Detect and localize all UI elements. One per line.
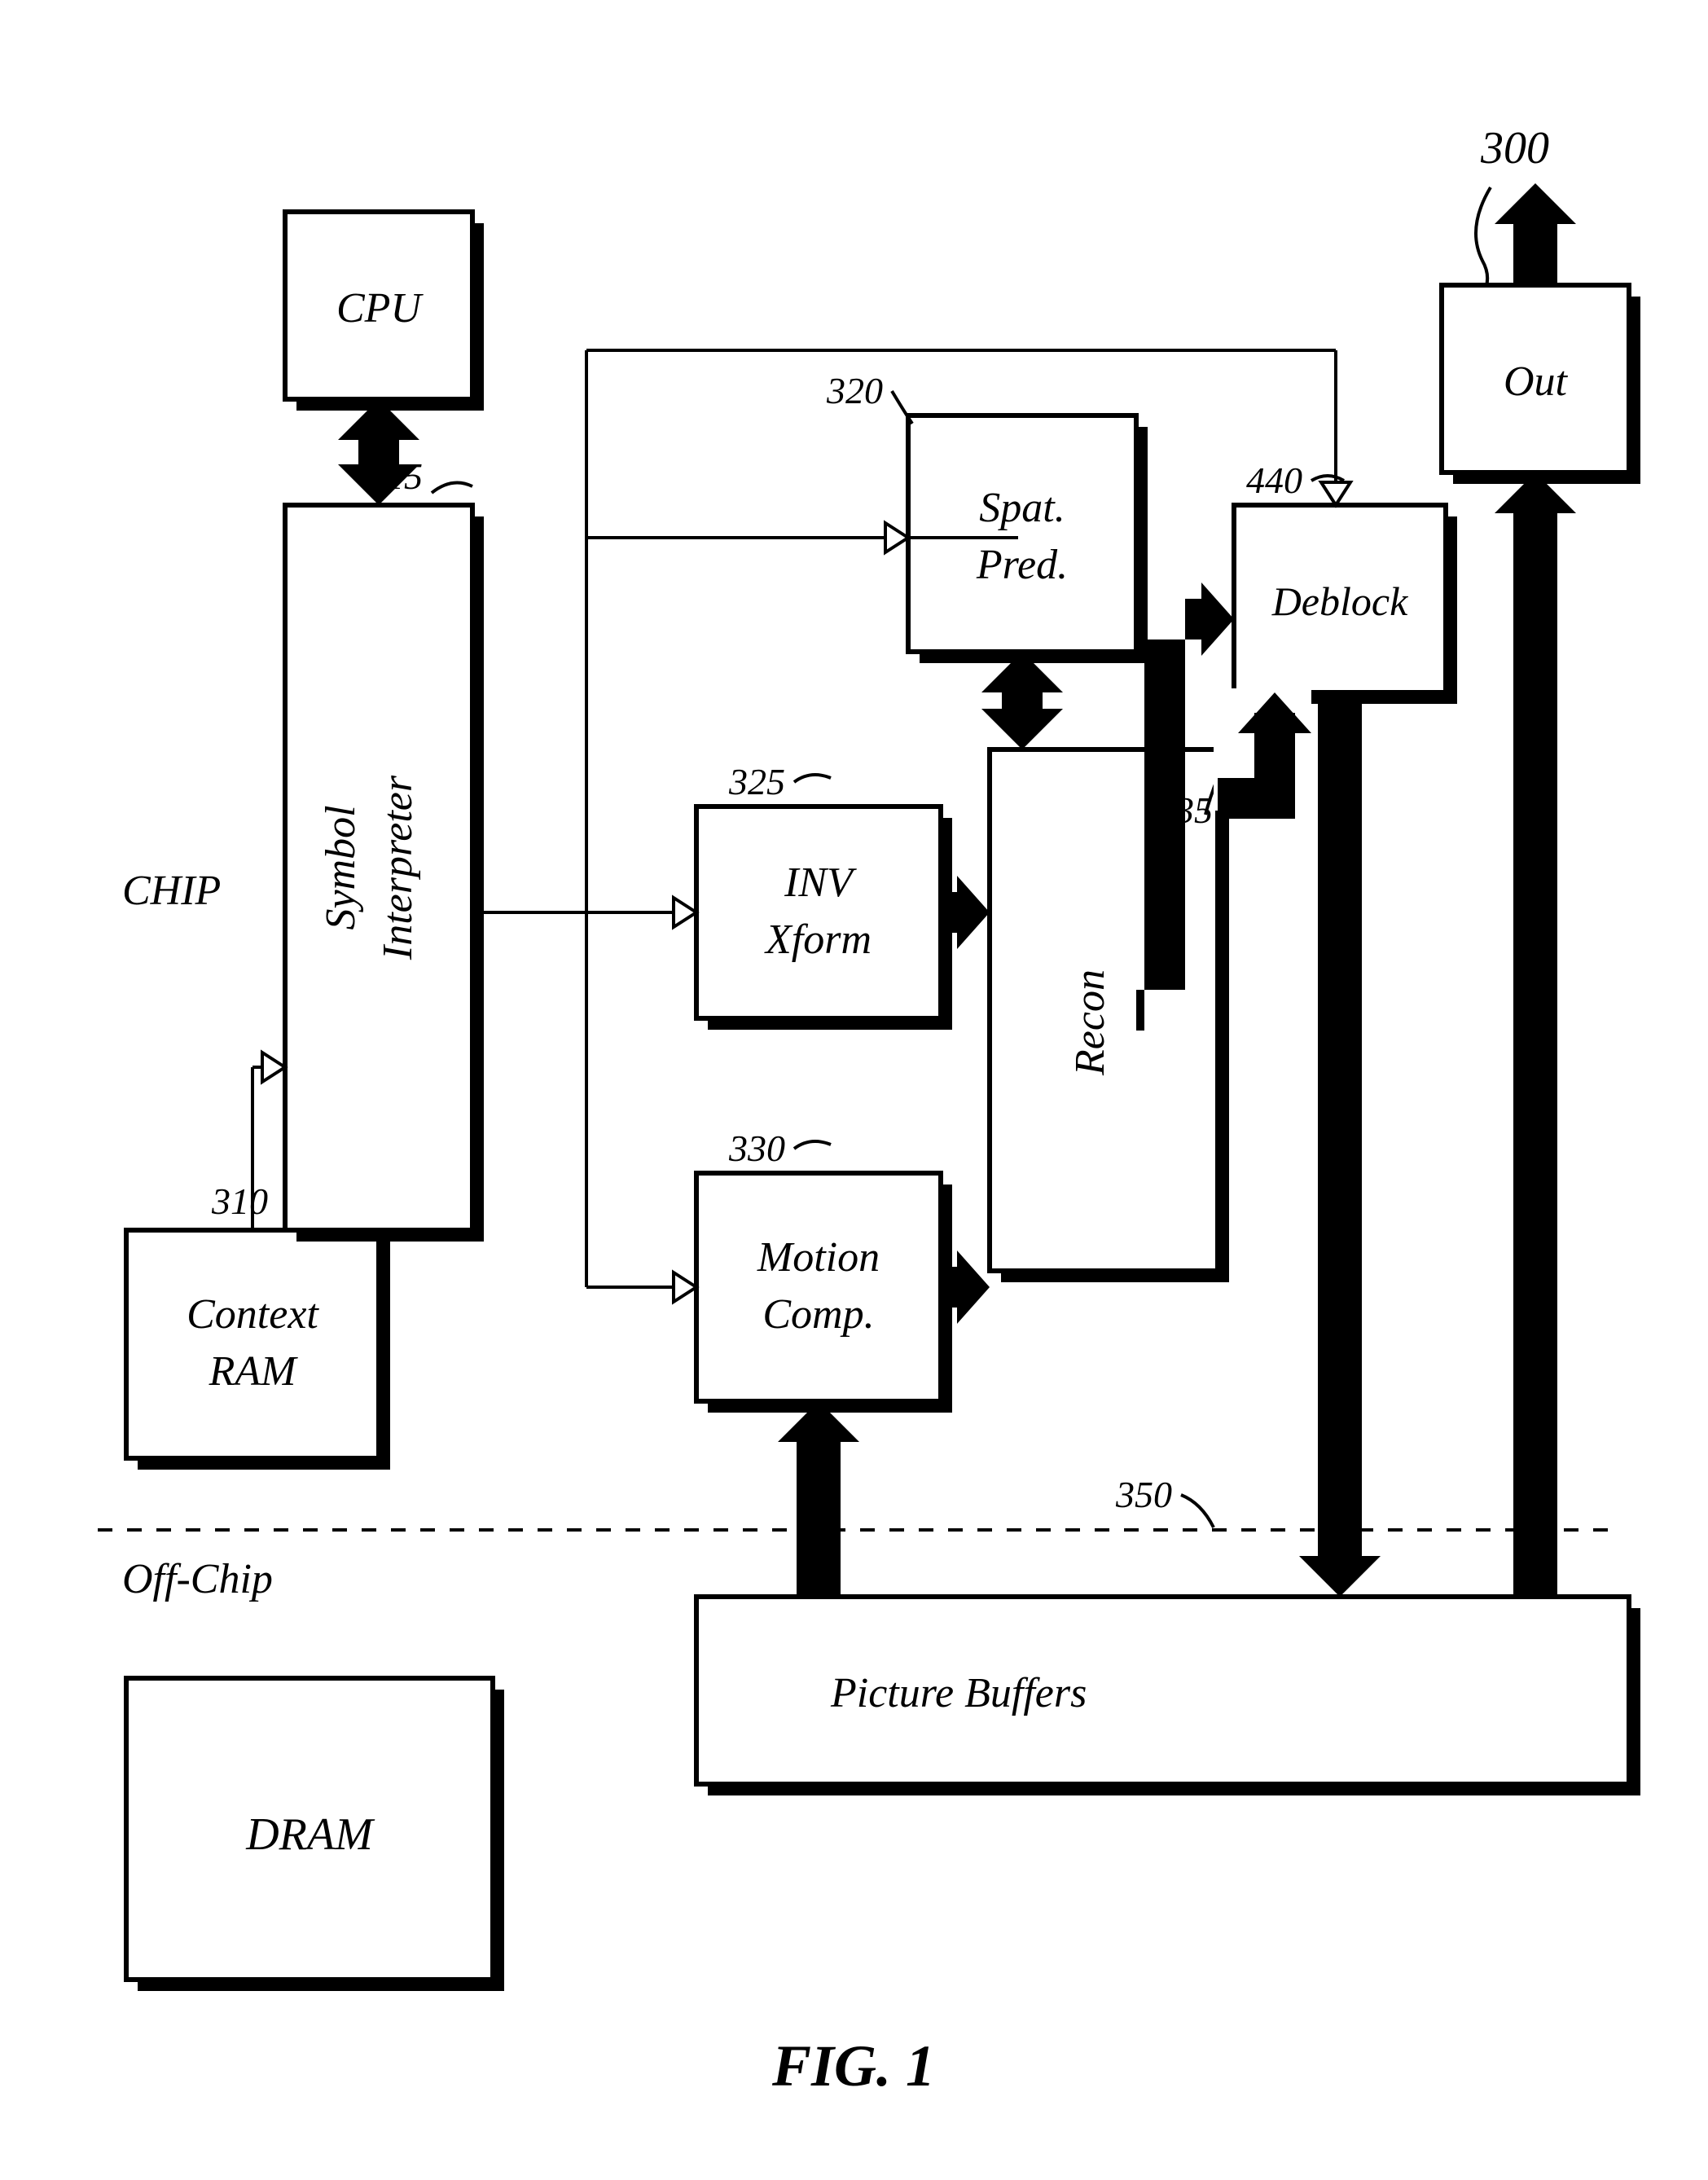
svg-text:Picture Buffers: Picture Buffers [830, 1670, 1087, 1716]
svg-text:320: 320 [826, 370, 883, 411]
svg-text:440: 440 [1246, 459, 1302, 501]
svg-text:Motion: Motion [757, 1234, 880, 1281]
svg-text:INV: INV [784, 859, 857, 906]
svg-text:310: 310 [211, 1180, 268, 1222]
svg-text:Comp.: Comp. [762, 1291, 874, 1338]
offchip-label: Off-Chip [122, 1556, 273, 1602]
svg-text:CPU: CPU [336, 285, 424, 332]
svg-text:Xform: Xform [764, 916, 872, 963]
svg-text:Recon: Recon [1067, 969, 1113, 1076]
arrow-spat-recon [981, 652, 1063, 749]
svg-text:Out: Out [1504, 358, 1569, 405]
svg-text:Pred.: Pred. [976, 542, 1068, 588]
deblock-block: Deblock 440 [1234, 459, 1457, 704]
thick-out-exit [1495, 183, 1576, 285]
thick-picbuf-to-out [1495, 472, 1576, 1597]
motion-comp-block: Motion Comp. 330 [696, 1127, 952, 1413]
svg-text:RAM: RAM [209, 1348, 299, 1395]
svg-text:Symbol: Symbol [318, 805, 364, 930]
chip-label: CHIP [122, 868, 221, 914]
symbol-interpreter-block: Symbol Interpreter 315 [285, 455, 484, 1242]
dram-block: DRAM [126, 1678, 504, 1991]
cpu-block: CPU [285, 212, 484, 411]
svg-text:DRAM: DRAM [245, 1809, 375, 1860]
thick-deblock-to-picbuf [1299, 692, 1381, 1597]
svg-text:Deblock: Deblock [1271, 578, 1408, 624]
thick-recon-to-deblock-clean [1214, 688, 1311, 819]
svg-text:330: 330 [728, 1127, 785, 1169]
figure-caption: FIG. 1 [771, 2033, 935, 2099]
ref-300: 300 [1480, 123, 1549, 174]
svg-text:Spat.: Spat. [979, 485, 1065, 531]
spat-pred-block: Spat. Pred. 320 [826, 370, 1148, 663]
svg-text:350: 350 [1115, 1474, 1172, 1515]
svg-text:325: 325 [728, 761, 785, 802]
svg-text:Context: Context [187, 1291, 319, 1338]
recon-block: Recon 335 [990, 749, 1229, 1282]
thick-picbuf-to-motion [778, 1401, 859, 1597]
inv-xform-block: INV Xform 325 [696, 761, 952, 1030]
svg-text:Interpreter: Interpreter [375, 775, 421, 960]
out-block: Out [1442, 285, 1640, 484]
